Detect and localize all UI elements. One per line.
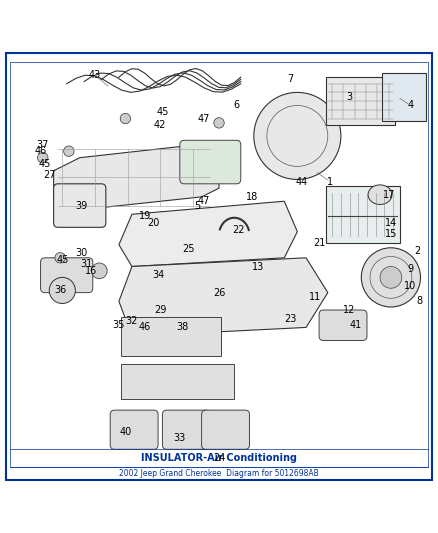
Text: 42: 42 bbox=[154, 120, 166, 130]
FancyBboxPatch shape bbox=[121, 317, 221, 356]
Text: 40: 40 bbox=[119, 427, 131, 437]
Text: 12: 12 bbox=[343, 305, 356, 315]
Circle shape bbox=[214, 118, 224, 128]
Text: 27: 27 bbox=[43, 170, 56, 180]
FancyBboxPatch shape bbox=[382, 73, 426, 120]
Text: 19: 19 bbox=[139, 212, 151, 221]
Text: 43: 43 bbox=[89, 70, 101, 80]
Text: 1: 1 bbox=[327, 176, 333, 187]
Text: 3: 3 bbox=[346, 92, 353, 102]
Text: 20: 20 bbox=[148, 218, 160, 228]
FancyBboxPatch shape bbox=[325, 77, 395, 125]
Text: 8: 8 bbox=[416, 296, 422, 306]
Text: 47: 47 bbox=[198, 114, 210, 124]
FancyBboxPatch shape bbox=[319, 310, 367, 341]
FancyBboxPatch shape bbox=[110, 410, 158, 449]
FancyBboxPatch shape bbox=[121, 365, 234, 399]
Circle shape bbox=[380, 266, 402, 288]
Circle shape bbox=[38, 152, 48, 163]
Text: 15: 15 bbox=[385, 229, 397, 239]
Text: 7: 7 bbox=[288, 75, 294, 84]
Ellipse shape bbox=[368, 185, 392, 205]
Text: 30: 30 bbox=[76, 248, 88, 259]
Circle shape bbox=[55, 253, 65, 263]
Text: 18: 18 bbox=[246, 192, 258, 202]
Text: 2002 Jeep Grand Cherokee  Diagram for 5012698AB: 2002 Jeep Grand Cherokee Diagram for 501… bbox=[119, 469, 319, 478]
Text: 16: 16 bbox=[85, 266, 97, 276]
Text: 33: 33 bbox=[174, 433, 186, 443]
Text: 46: 46 bbox=[139, 322, 151, 333]
FancyBboxPatch shape bbox=[53, 184, 106, 228]
Text: 39: 39 bbox=[76, 200, 88, 211]
Text: 14: 14 bbox=[385, 218, 397, 228]
Polygon shape bbox=[53, 144, 219, 210]
Text: 11: 11 bbox=[309, 292, 321, 302]
Circle shape bbox=[49, 277, 75, 303]
Text: 4: 4 bbox=[407, 100, 413, 110]
Text: 37: 37 bbox=[36, 140, 49, 150]
Text: 36: 36 bbox=[54, 286, 66, 295]
Text: 21: 21 bbox=[313, 238, 325, 247]
Text: 26: 26 bbox=[213, 288, 225, 297]
FancyBboxPatch shape bbox=[41, 258, 93, 293]
Text: 23: 23 bbox=[285, 314, 297, 324]
Text: 2: 2 bbox=[414, 246, 420, 256]
Text: INSULATOR-Air Conditioning: INSULATOR-Air Conditioning bbox=[141, 453, 297, 463]
Text: 24: 24 bbox=[213, 453, 225, 463]
Circle shape bbox=[254, 92, 341, 180]
Text: 17: 17 bbox=[382, 190, 395, 200]
Text: 45: 45 bbox=[156, 107, 169, 117]
Text: 34: 34 bbox=[152, 270, 164, 280]
Text: 46: 46 bbox=[35, 146, 47, 156]
Text: 10: 10 bbox=[404, 281, 417, 291]
FancyBboxPatch shape bbox=[162, 410, 210, 449]
Text: 31: 31 bbox=[80, 260, 92, 269]
Text: 9: 9 bbox=[407, 264, 413, 273]
Text: 44: 44 bbox=[296, 176, 308, 187]
Text: 5: 5 bbox=[194, 200, 200, 211]
Text: 41: 41 bbox=[350, 320, 362, 330]
FancyBboxPatch shape bbox=[201, 410, 250, 449]
Circle shape bbox=[361, 248, 420, 307]
Text: 22: 22 bbox=[232, 224, 245, 235]
Polygon shape bbox=[119, 201, 297, 266]
Text: 32: 32 bbox=[126, 316, 138, 326]
Circle shape bbox=[120, 114, 131, 124]
Text: 6: 6 bbox=[233, 100, 240, 110]
Text: 25: 25 bbox=[182, 244, 195, 254]
Text: 13: 13 bbox=[252, 262, 264, 271]
Text: 38: 38 bbox=[176, 322, 188, 333]
Text: 29: 29 bbox=[154, 305, 166, 315]
Text: 45: 45 bbox=[39, 159, 51, 169]
FancyBboxPatch shape bbox=[180, 140, 241, 184]
Circle shape bbox=[92, 263, 107, 279]
Circle shape bbox=[64, 146, 74, 156]
Text: 35: 35 bbox=[113, 320, 125, 330]
Text: 47: 47 bbox=[198, 196, 210, 206]
FancyBboxPatch shape bbox=[325, 186, 399, 243]
Polygon shape bbox=[119, 258, 328, 336]
Text: 45: 45 bbox=[56, 255, 68, 265]
